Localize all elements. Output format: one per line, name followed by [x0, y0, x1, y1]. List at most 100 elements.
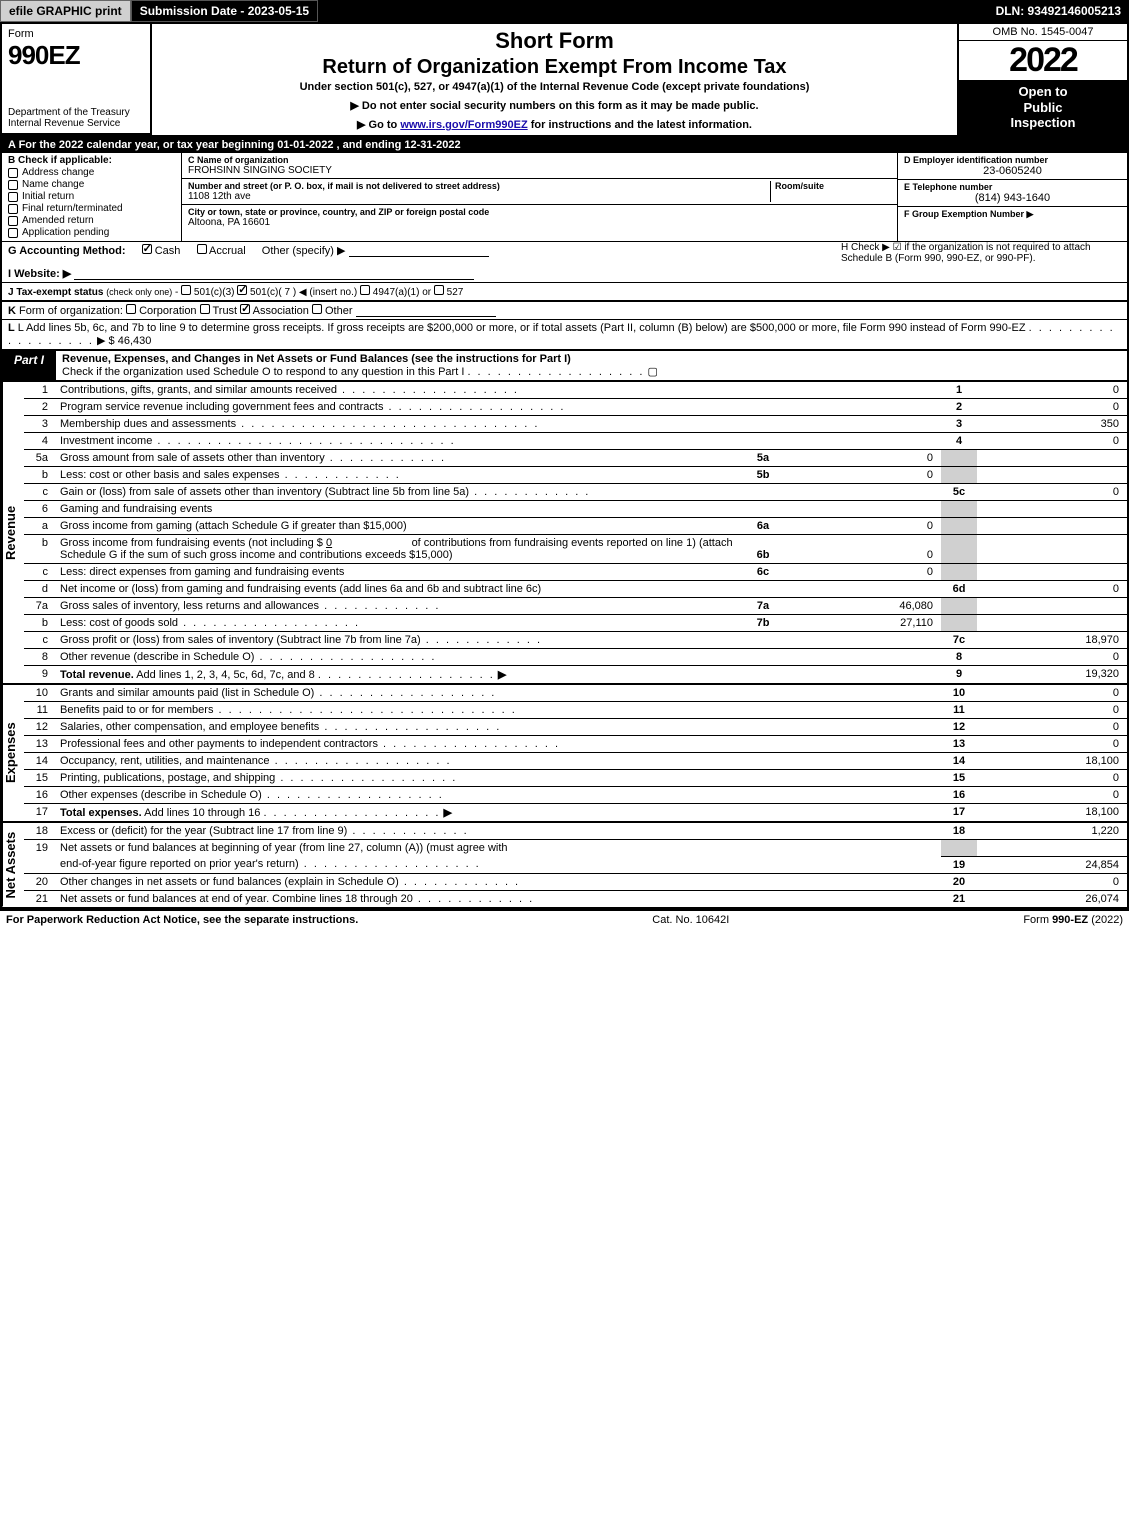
- line-value: 350: [977, 416, 1127, 433]
- chk-4947[interactable]: [360, 285, 370, 295]
- mini-val: 0: [781, 450, 941, 467]
- section-i: I Website: ▶: [8, 267, 1121, 280]
- line-num: 7a: [24, 598, 56, 615]
- part-1-title: Revenue, Expenses, and Changes in Net As…: [56, 351, 1127, 380]
- line-num: 9: [24, 666, 56, 684]
- table-row: 9 Total revenue. Add lines 1, 2, 3, 4, 5…: [24, 666, 1127, 684]
- chk-corporation[interactable]: [126, 304, 136, 314]
- table-row: 11 Benefits paid to or for members 11 0: [24, 702, 1127, 719]
- form-990ez: Form 990EZ Department of the TreasuryInt…: [0, 22, 1129, 909]
- return-title: Return of Organization Exempt From Incom…: [160, 56, 949, 79]
- part-1-tab: Part I: [2, 351, 56, 380]
- accounting-method-label: G Accounting Method:: [8, 245, 126, 257]
- table-row: b Less: cost of goods sold 7b 27,110: [24, 615, 1127, 632]
- chk-other-org[interactable]: [312, 304, 322, 314]
- section-c: C Name of organization FROHSINN SINGING …: [182, 153, 897, 241]
- chk-cash[interactable]: [142, 244, 152, 254]
- ein-row: D Employer identification number 23-0605…: [898, 153, 1127, 180]
- checkbox-icon: [8, 168, 18, 178]
- irs-link[interactable]: www.irs.gov/Form990EZ: [400, 119, 527, 131]
- line-value: [977, 615, 1127, 632]
- line-rnum: 15: [941, 770, 977, 787]
- net-assets-table: 18 Excess or (deficit) for the year (Sub…: [24, 823, 1127, 907]
- line-desc: Gross sales of inventory, less returns a…: [56, 598, 745, 615]
- line-value: 0: [977, 787, 1127, 804]
- table-row: 4 Investment income 4 0: [24, 433, 1127, 450]
- chk-501c[interactable]: [237, 285, 247, 295]
- line-desc: Excess or (deficit) for the year (Subtra…: [56, 823, 941, 840]
- page-footer: For Paperwork Reduction Act Notice, see …: [0, 909, 1129, 929]
- line-desc: Total revenue. Add lines 1, 2, 3, 4, 5c,…: [56, 666, 941, 684]
- line-rnum: 21: [941, 890, 977, 907]
- line-rnum: 18: [941, 823, 977, 840]
- org-address-value: 1108 12th ave: [188, 191, 766, 202]
- chk-trust[interactable]: [200, 304, 210, 314]
- chk-amended-return[interactable]: Amended return: [8, 215, 175, 226]
- chk-accrual[interactable]: [197, 244, 207, 254]
- part-1-check-box[interactable]: ▢: [647, 366, 657, 378]
- line-value: [977, 564, 1127, 581]
- line-desc: Gross income from gaming (attach Schedul…: [56, 518, 745, 535]
- checkbox-icon: [8, 204, 18, 214]
- other-specify-input[interactable]: [349, 245, 489, 257]
- footer-left: For Paperwork Reduction Act Notice, see …: [6, 914, 358, 926]
- table-row: 15 Printing, publications, postage, and …: [24, 770, 1127, 787]
- omb-number: OMB No. 1545-0047: [959, 24, 1127, 41]
- website-input[interactable]: [74, 268, 474, 280]
- line-desc: Gross amount from sale of assets other t…: [56, 450, 745, 467]
- line-desc: Other changes in net assets or fund bala…: [56, 873, 941, 890]
- chk-label: Amended return: [22, 215, 94, 226]
- line-value: 18,100: [977, 753, 1127, 770]
- chk-501c3[interactable]: [181, 285, 191, 295]
- table-row: 17 Total expenses. Add lines 10 through …: [24, 804, 1127, 822]
- org-name-value: FROHSINN SINGING SOCIETY: [188, 165, 891, 176]
- line-desc: Net assets or fund balances at end of ye…: [56, 890, 941, 907]
- chk-initial-return[interactable]: Initial return: [8, 191, 175, 202]
- chk-name-change[interactable]: Name change: [8, 179, 175, 190]
- chk-application-pending[interactable]: Application pending: [8, 227, 175, 238]
- line-value: 1,220: [977, 823, 1127, 840]
- line-value: [977, 501, 1127, 518]
- line-num: b: [24, 615, 56, 632]
- org-name-row: C Name of organization FROHSINN SINGING …: [182, 153, 897, 179]
- line-rnum: 19: [941, 856, 977, 873]
- line-value: 0: [977, 581, 1127, 598]
- chk-association[interactable]: [240, 304, 250, 314]
- line-value: 18,100: [977, 804, 1127, 822]
- note-goto-post: for instructions and the latest informat…: [528, 119, 752, 131]
- line-num: 2: [24, 399, 56, 416]
- mini-num: 5b: [745, 467, 781, 484]
- table-row: 14 Occupancy, rent, utilities, and maint…: [24, 753, 1127, 770]
- top-bar: efile GRAPHIC print Submission Date - 20…: [0, 0, 1129, 22]
- line-value: 0: [977, 399, 1127, 416]
- table-row: 16 Other expenses (describe in Schedule …: [24, 787, 1127, 804]
- line-num: 20: [24, 873, 56, 890]
- line-num: c: [24, 484, 56, 501]
- line-desc: Gaming and fundraising events: [56, 501, 941, 518]
- section-bcdef: B Check if applicable: Address change Na…: [2, 153, 1127, 242]
- efile-print-button[interactable]: efile GRAPHIC print: [0, 0, 131, 22]
- table-row: 6 Gaming and fundraising events: [24, 501, 1127, 518]
- line-value: 0: [977, 484, 1127, 501]
- form-word: Form: [8, 28, 144, 40]
- line-num: 6: [24, 501, 56, 518]
- section-h: H Check ▶ ☑ if the organization is not r…: [841, 242, 1121, 264]
- line-num: 10: [24, 685, 56, 702]
- note-goto: ▶ Go to www.irs.gov/Form990EZ for instru…: [160, 118, 949, 131]
- table-row: 3 Membership dues and assessments 3 350: [24, 416, 1127, 433]
- line-rnum: 17: [941, 804, 977, 822]
- line-num: 3: [24, 416, 56, 433]
- line-desc: end-of-year figure reported on prior yea…: [56, 856, 941, 873]
- line-desc: Gain or (loss) from sale of assets other…: [56, 484, 941, 501]
- line-desc: Total expenses. Add lines 10 through 16 …: [56, 804, 941, 822]
- revenue-section: Revenue 1 Contributions, gifts, grants, …: [2, 381, 1127, 683]
- contrib-amount: 0: [326, 537, 332, 549]
- chk-address-change[interactable]: Address change: [8, 167, 175, 178]
- other-org-input[interactable]: [356, 305, 496, 317]
- mini-val: 46,080: [781, 598, 941, 615]
- chk-527[interactable]: [434, 285, 444, 295]
- open-public-badge: Open toPublicInspection: [959, 80, 1127, 135]
- line-num: 12: [24, 719, 56, 736]
- cash-label: Cash: [155, 245, 181, 257]
- chk-final-return[interactable]: Final return/terminated: [8, 203, 175, 214]
